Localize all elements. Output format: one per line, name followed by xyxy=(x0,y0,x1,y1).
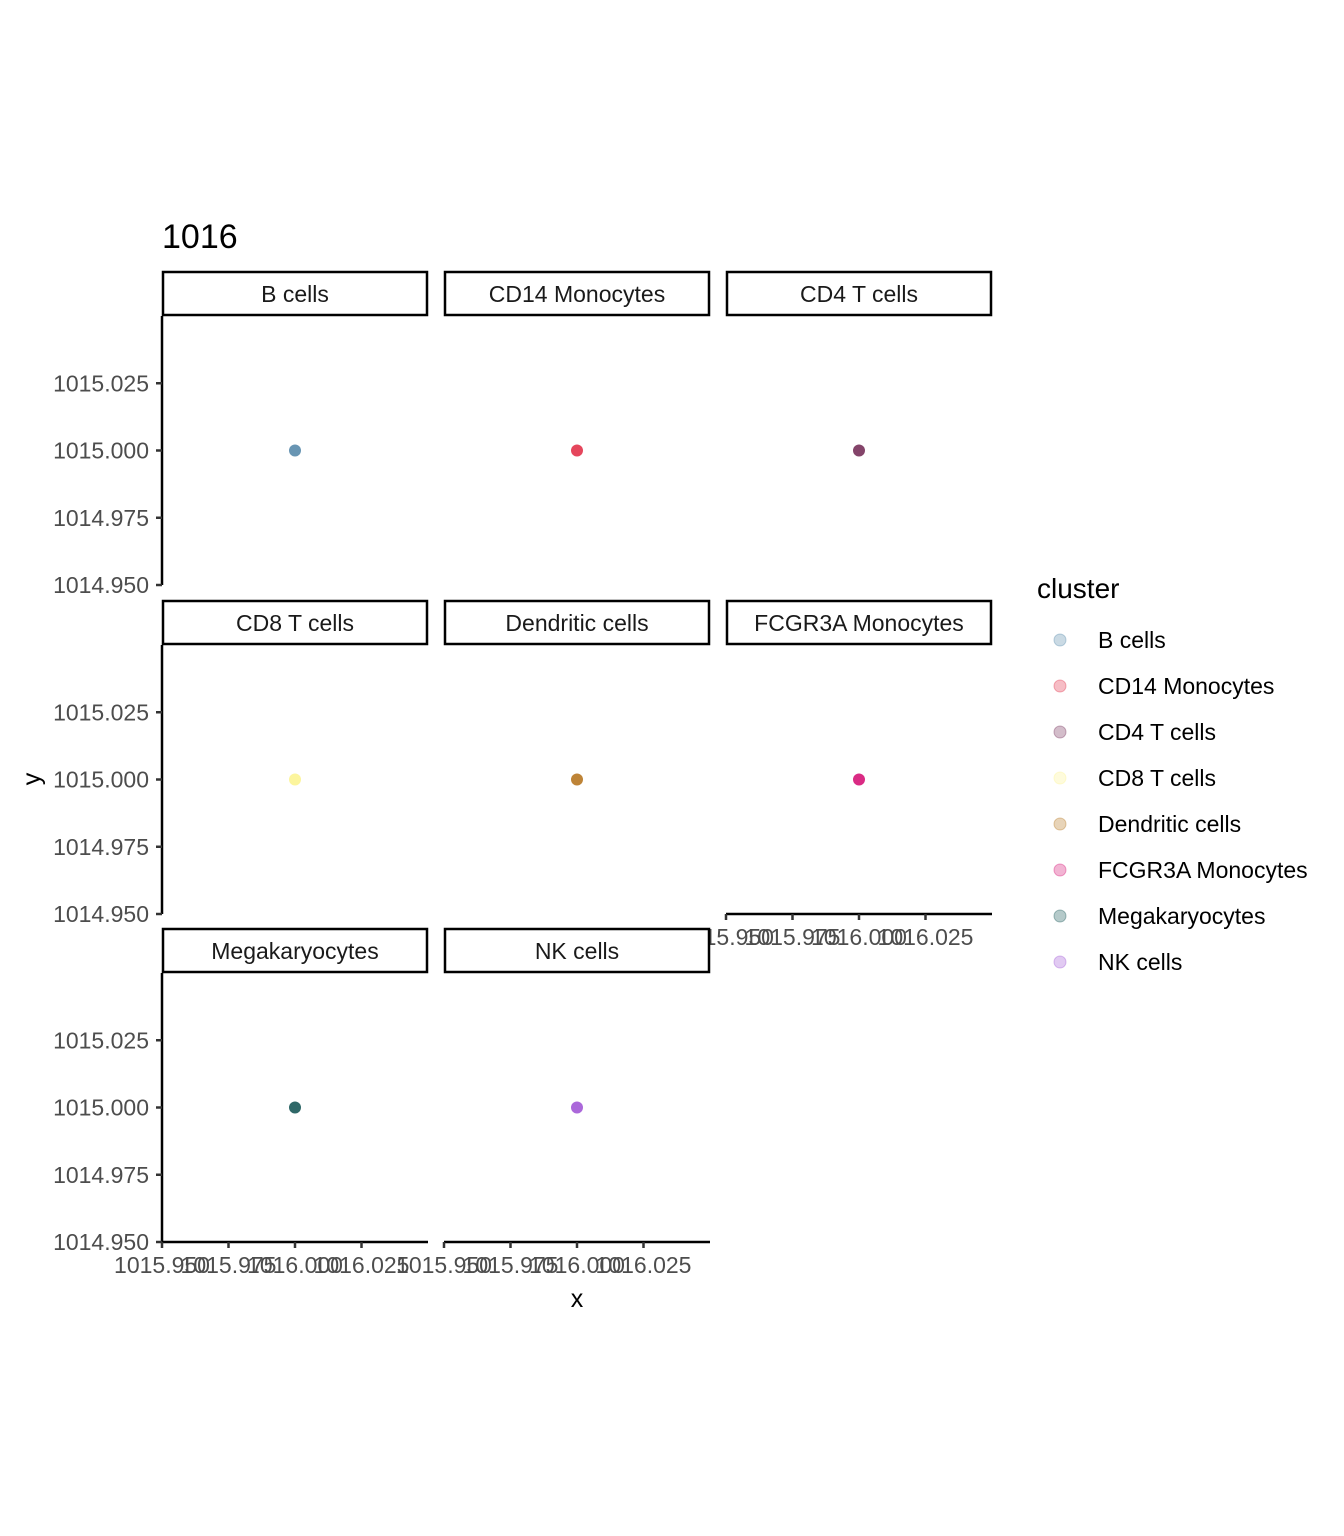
y-tick-label: 1014.975 xyxy=(53,1162,149,1188)
x-tick-label: 1016.000 xyxy=(529,1252,625,1278)
facet-panel-dendritic-cells: Dendritic cells xyxy=(443,599,711,786)
x-axis-label: x xyxy=(571,1285,584,1313)
x-tick-label: 1015.975 xyxy=(463,1252,559,1278)
y-tick-label: 1014.975 xyxy=(53,505,149,531)
legend-item-fcgr3a-monocytes: FCGR3A Monocytes xyxy=(1053,857,1308,883)
legend-key xyxy=(1053,679,1067,693)
facet-strip-label: CD14 Monocytes xyxy=(489,281,665,307)
x-tick-label: 1015.950 xyxy=(114,1252,210,1278)
y-axis-label: y xyxy=(18,772,46,785)
legend-item-dendritic-cells: Dendritic cells xyxy=(1053,811,1241,837)
legend-label: CD8 T cells xyxy=(1098,765,1216,791)
y-tick-label: 1015.000 xyxy=(53,438,149,464)
facet-strip xyxy=(443,599,711,646)
facet-strip xyxy=(161,270,429,317)
x-tick-label: 1016.025 xyxy=(878,924,974,950)
y-tick-label: 1014.950 xyxy=(53,572,149,598)
legend-title: cluster xyxy=(1037,573,1119,604)
y-tick-label: 1015.025 xyxy=(53,370,149,396)
facet-strip xyxy=(725,599,993,646)
x-tick-label: 1016.000 xyxy=(811,924,907,950)
legend-item-b-cells: B cells xyxy=(1053,627,1166,653)
chart-title: 1016 xyxy=(162,218,238,256)
facet-strip xyxy=(443,270,711,317)
facet-strip-label: CD4 T cells xyxy=(800,281,918,307)
legend-key xyxy=(1053,955,1067,969)
facet-strip-label: CD8 T cells xyxy=(236,610,354,636)
facet-panel-b-cells: B cells 1014.950 1014.975 1015.000 1015.025 xyxy=(53,270,429,598)
legend-key xyxy=(1053,725,1067,739)
facet-strip-label: B cells xyxy=(261,281,329,307)
facet-panel-cd4-t-cells: CD4 T cells xyxy=(725,270,993,457)
facet-panel-cd14-monocytes: CD14 Monocytes xyxy=(443,270,711,457)
facet-strip xyxy=(161,927,429,974)
facet-strip xyxy=(443,927,711,974)
facet-panel-megakaryocytes: Megakaryocytes 1014.950 1014.975 1015.000 10… xyxy=(53,927,429,1278)
data-point-cd8-t-cells xyxy=(289,773,301,786)
facet-panel-cd8-t-cells: CD8 T cells 1014.950 1014.975 1015.000 1015.… xyxy=(53,599,429,927)
data-point-cd14-monocytes xyxy=(571,444,583,457)
data-point-b-cells xyxy=(289,444,301,457)
y-tick-label: 1015.000 xyxy=(53,1095,149,1121)
legend-label: FCGR3A Monocytes xyxy=(1098,857,1308,883)
legend-label: CD4 T cells xyxy=(1098,719,1216,745)
legend-key xyxy=(1053,817,1067,831)
x-tick-label: 1015.950 xyxy=(396,1252,492,1278)
legend-key xyxy=(1053,909,1067,923)
legend-item-nk-cells: NK cells xyxy=(1053,949,1182,975)
legend-label: CD14 Monocytes xyxy=(1098,673,1274,699)
data-point-cd4-t-cells xyxy=(853,444,865,457)
facet-strip-label: FCGR3A Monocytes xyxy=(754,610,964,636)
y-tick-label: 1015.000 xyxy=(53,767,149,793)
facet-strip-label: Megakaryocytes xyxy=(211,938,378,964)
facet-panel-fcgr3a-monocytes: FCGR3A Monocytes1015.9501015.9751016.000… xyxy=(678,599,993,950)
legend-item-megakaryocytes: Megakaryocytes xyxy=(1053,903,1265,929)
legend-key xyxy=(1053,863,1067,877)
y-tick-label: 1014.950 xyxy=(53,901,149,927)
legend-label: NK cells xyxy=(1098,949,1182,975)
facet-strip xyxy=(725,270,993,317)
legend-item-cd4-t-cells: CD4 T cells xyxy=(1053,719,1216,745)
data-point-fcgr3a-monocytes xyxy=(853,773,865,786)
legend-label: B cells xyxy=(1098,627,1166,653)
x-tick-label: 1015.975 xyxy=(745,924,841,950)
data-point-dendritic-cells xyxy=(571,773,583,786)
facet-strip-label: Dendritic cells xyxy=(505,610,648,636)
legend-key xyxy=(1053,771,1067,785)
data-point-nk-cells xyxy=(571,1101,583,1114)
facet-strip-label: NK cells xyxy=(535,938,619,964)
x-tick-label: 1015.975 xyxy=(181,1252,277,1278)
legend-label: Megakaryocytes xyxy=(1098,903,1265,929)
y-tick-label: 1014.975 xyxy=(53,834,149,860)
legend-item-cd8-t-cells: CD8 T cells xyxy=(1053,765,1216,791)
x-tick-label: 1016.025 xyxy=(596,1252,692,1278)
y-tick-label: 1014.950 xyxy=(53,1229,149,1255)
x-tick-label: 1016.025 xyxy=(314,1252,410,1278)
x-tick-label: 1016.000 xyxy=(247,1252,343,1278)
facet-strip xyxy=(161,599,429,646)
y-tick-label: 1015.025 xyxy=(53,1027,149,1053)
data-point-megakaryocytes xyxy=(289,1101,301,1114)
legend-item-cd14-monocytes: CD14 Monocytes xyxy=(1053,673,1274,699)
y-tick-label: 1015.025 xyxy=(53,699,149,725)
legend-key xyxy=(1053,633,1067,647)
legend-label: Dendritic cells xyxy=(1098,811,1241,837)
